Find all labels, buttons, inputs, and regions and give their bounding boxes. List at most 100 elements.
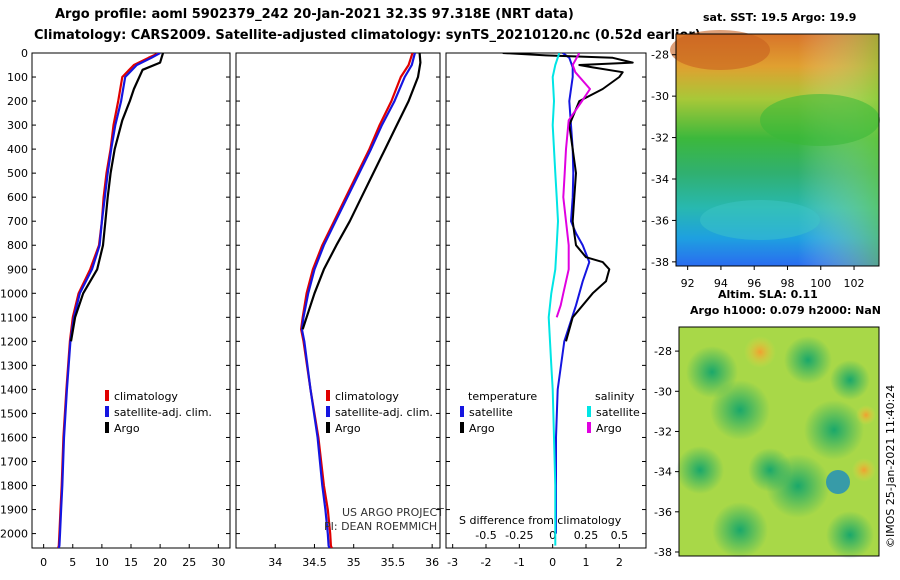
sla-map-lat-axis: -28 -30 -32 -34 -36 -38 <box>654 345 679 559</box>
depth-axis: 0 100 200 300 400 500 600 700 800 900 1000 1100 1200… <box>0 47 646 541</box>
difference-salinity-tick-label: 0 <box>549 529 556 542</box>
series-salinity-satellite <box>547 53 561 546</box>
sst-lat-tick-label: -38 <box>651 256 669 269</box>
sst-map-lat-axis: -28 -30 -32 -34 -36 -38 <box>651 49 676 269</box>
sst-map-cyan-patch <box>700 200 820 240</box>
sst-map-title: sat. SST: 19.5 Argo: 19.9 <box>703 11 856 24</box>
difference-xlabel: S difference from climatology <box>459 514 622 527</box>
legend-label-climatology: climatology <box>335 390 399 403</box>
legend-label-climatology: climatology <box>114 390 178 403</box>
depth-tick-label: 0 <box>21 47 28 60</box>
salinity-x-tick-label: 35 <box>347 556 361 569</box>
sst-lat-tick-label: -32 <box>651 132 669 145</box>
depth-tick-label: 500 <box>7 167 28 180</box>
sla-map-feature <box>784 336 832 384</box>
difference-x-tick-label: 2 <box>616 556 623 569</box>
difference-x-axis: -3 -2 -1 0 1 2 -0.5 -0.25 0 0.25 0.5 <box>447 529 628 569</box>
sla-map-feature <box>710 380 770 440</box>
temperature-series <box>57 53 165 548</box>
difference-salinity-tick-label: 0.5 <box>611 529 629 542</box>
depth-tick-label: 2000 <box>0 528 28 541</box>
temperature-x-tick-label: 15 <box>124 556 138 569</box>
sla-map-title-2: Argo h1000: 0.079 h2000: NaN <box>690 304 881 317</box>
series-climatology <box>57 53 160 548</box>
sla-map-feature <box>852 458 876 482</box>
legend-label-salinity-satellite: satellite <box>596 406 640 419</box>
temperature-x-tick-label: 0 <box>40 556 47 569</box>
temperature-x-tick-label: 20 <box>153 556 167 569</box>
sla-map-feature <box>804 400 864 460</box>
sst-map-overlay <box>676 34 879 266</box>
difference-x-tick-label: 0 <box>549 556 556 569</box>
credit-line-1: US ARGO PROJECT <box>342 506 444 519</box>
sst-map <box>670 30 880 267</box>
sla-map-feature <box>748 448 792 492</box>
difference-x-tick-label: 1 <box>583 556 590 569</box>
sst-map-frame <box>675 33 880 267</box>
legend-label-argo: Argo <box>114 422 140 435</box>
sst-map-warm-patch <box>670 30 770 70</box>
salinity-panel-frame <box>235 52 441 549</box>
sla-map-feature <box>856 405 876 425</box>
salinity-x-tick-label: 34 <box>268 556 282 569</box>
depth-tick-label: 1500 <box>0 407 28 420</box>
sla-lat-tick-label: -30 <box>654 385 672 398</box>
depth-tick-label: 300 <box>7 119 28 132</box>
depth-tick-label: 600 <box>7 191 28 204</box>
sla-map <box>676 326 880 559</box>
depth-tick-label: 1300 <box>0 359 28 372</box>
series-salinity-argo <box>555 53 591 318</box>
legend-label-temperature-argo: Argo <box>469 422 495 435</box>
sst-lon-tick-label: 100 <box>810 277 831 290</box>
sst-lat-tick-label: -28 <box>651 49 669 62</box>
credit-line-2: PI: DEAN ROEMMICH <box>324 520 437 533</box>
difference-x-tick-label: -2 <box>481 556 492 569</box>
depth-tick-label: 900 <box>7 263 28 276</box>
series-satellite-adj-clim- <box>57 53 161 548</box>
depth-tick-label: 1200 <box>0 335 28 348</box>
depth-tick-label: 700 <box>7 215 28 228</box>
sst-lat-tick-label: -30 <box>651 90 669 103</box>
series-temperature-satellite <box>555 53 591 534</box>
sst-lon-tick-label: 102 <box>844 277 865 290</box>
sla-map-feature <box>826 511 874 559</box>
sst-map-green-band <box>760 94 880 146</box>
sla-map-feature <box>676 446 724 494</box>
depth-tick-label: 800 <box>7 239 28 252</box>
temperature-x-tick-label: 30 <box>211 556 225 569</box>
imos-stamp: ©IMOS 25-Jan-2021 11:40:24 <box>884 385 897 548</box>
legend-label-temperature-satellite: satellite <box>469 406 513 419</box>
sla-lat-tick-label: -38 <box>654 546 672 559</box>
sla-lat-tick-label: -34 <box>654 466 672 479</box>
salinity-x-tick-label: 35.5 <box>381 556 406 569</box>
header-line-1: Argo profile: aoml 5902379_242 20-Jan-20… <box>55 7 574 22</box>
sla-lat-tick-label: -28 <box>654 345 672 358</box>
depth-tick-label: 200 <box>7 95 28 108</box>
legend-label-satellite: satellite-adj. clim. <box>335 406 433 419</box>
difference-legend: temperature salinity satellite Argo sate… <box>460 390 640 435</box>
legend-title-salinity: salinity <box>595 390 635 403</box>
depth-tick-label: 1900 <box>0 504 28 517</box>
sla-map-feature <box>712 502 768 558</box>
salinity-x-axis: 34 34.5 35 35.5 36 <box>268 544 439 569</box>
difference-salinity-tick-label: 0.25 <box>574 529 599 542</box>
salinity-legend: climatology satellite-adj. clim. Argo <box>326 390 433 435</box>
depth-tick-label: 1800 <box>0 480 28 493</box>
salinity-x-tick-label: 34.5 <box>302 556 327 569</box>
difference-salinity-tick-label: -0.25 <box>505 529 533 542</box>
temperature-x-tick-label: 5 <box>69 556 76 569</box>
sla-map-feature <box>826 470 850 494</box>
sst-map-lon-axis: 92 94 96 98 100 102 <box>681 266 865 290</box>
sst-lon-tick-label: 96 <box>747 277 761 290</box>
difference-series <box>502 53 634 546</box>
series-satellite-adj-clim- <box>300 53 416 548</box>
series-climatology <box>300 53 414 548</box>
legend-title-temperature: temperature <box>468 390 537 403</box>
header-line-2: Climatology: CARS2009. Satellite-adjuste… <box>34 28 701 43</box>
salinity-series <box>300 53 422 548</box>
difference-x-tick-label: -1 <box>514 556 525 569</box>
sla-lat-tick-label: -36 <box>654 506 672 519</box>
depth-tick-label: 1000 <box>0 287 28 300</box>
difference-x-tick-label: -3 <box>447 556 458 569</box>
